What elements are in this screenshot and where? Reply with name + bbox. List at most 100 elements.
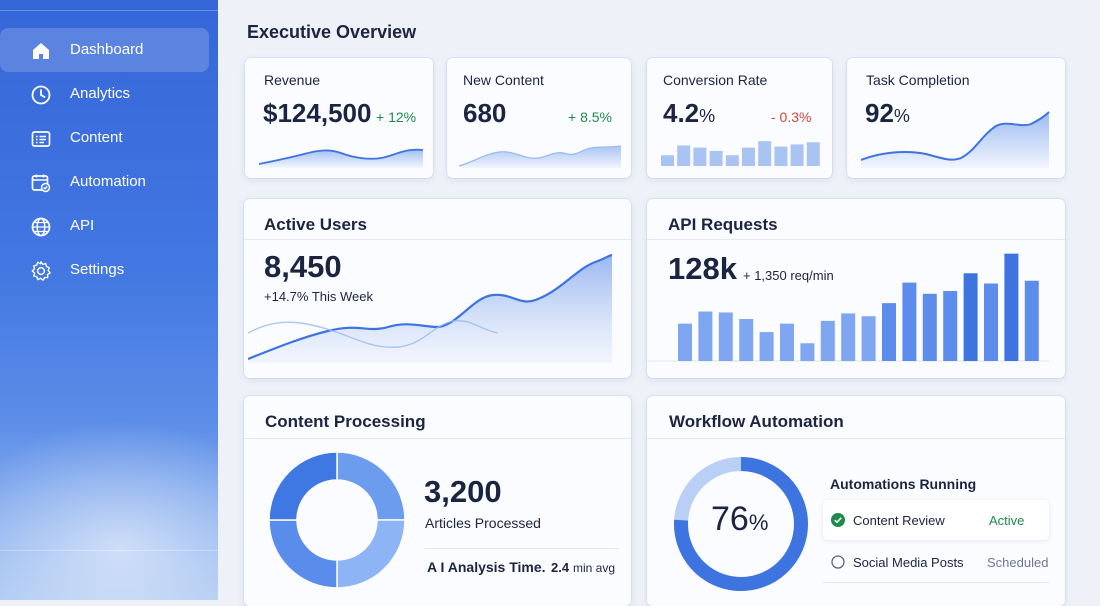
- api-requests-bar-chart: [647, 253, 1049, 362]
- active-users-area-chart: [248, 253, 613, 363]
- kpi-label: Task Completion: [866, 72, 970, 88]
- api-bar: [841, 313, 856, 361]
- donut-slice: [336, 519, 405, 588]
- empty-circle-icon: [831, 555, 845, 569]
- workflow-automation-card[interactable]: Workflow Automation 76% Automations Runn…: [647, 396, 1065, 606]
- task-completion-sparkline: [861, 111, 1050, 168]
- kpi-unit: %: [699, 106, 716, 126]
- card-divider: [647, 438, 1065, 439]
- api-bar: [902, 282, 917, 361]
- content-processing-card[interactable]: Content Processing 3,200 Articles Proces…: [244, 396, 631, 606]
- content-processing-donut: [269, 452, 405, 588]
- revenue-sparkline: [259, 148, 423, 168]
- kpi-label: Conversion Rate: [663, 72, 768, 88]
- sidebar-item-content[interactable]: Content: [0, 116, 209, 160]
- kpi-unit: %: [893, 106, 910, 126]
- api-bar: [882, 303, 896, 361]
- sidebar: Dashboard Analytics Content Automation: [0, 0, 218, 600]
- automation-row[interactable]: Social Media Posts Scheduled: [823, 544, 1049, 583]
- api-requests-card[interactable]: API Requests 128k + 1,350 req/min: [647, 199, 1065, 378]
- sidebar-item-label: Dashboard: [70, 41, 144, 58]
- api-bar: [678, 323, 692, 361]
- api-bar: [861, 316, 876, 361]
- api-bar: [1004, 253, 1019, 361]
- api-bar: [698, 311, 713, 361]
- globe-icon: [31, 217, 51, 237]
- conversion-bar: [806, 142, 820, 166]
- row-divider: [424, 548, 619, 549]
- kpi-label: New Content: [463, 72, 544, 88]
- ring-progress: [674, 457, 808, 591]
- sidebar-item-label: Analytics: [70, 85, 131, 102]
- home-icon: [33, 43, 49, 59]
- sidebar-item-analytics[interactable]: Analytics: [0, 72, 209, 116]
- kpi-value: 92%: [865, 98, 910, 128]
- sidebar-item-settings[interactable]: Settings: [0, 248, 209, 292]
- card-divider: [647, 239, 1065, 240]
- conversion-bar: [693, 147, 707, 166]
- automations-running-label: Automations Running: [830, 476, 977, 492]
- kpi-card-conversion-rate[interactable]: Conversion Rate 4.2% - 0.3%: [647, 58, 832, 178]
- sidebar-item-label: API: [70, 217, 95, 234]
- api-bar: [800, 343, 815, 361]
- active-users-value: 8,450: [264, 249, 342, 284]
- donut-slice: [269, 452, 338, 521]
- kpi-card-task-completion[interactable]: Task Completion 92%: [847, 58, 1065, 178]
- new-content-sparkline: [459, 145, 621, 168]
- sidebar-nav: Dashboard Analytics Content Automation: [0, 28, 218, 292]
- conversion-bar: [677, 145, 691, 166]
- kpi-card-revenue[interactable]: Revenue $124,500 + 12%: [245, 58, 433, 178]
- conversion-bar: [709, 150, 723, 166]
- api-bar: [820, 320, 835, 361]
- active-users-card[interactable]: Active Users 8,450 +14.7% This Week: [244, 199, 631, 378]
- api-bar: [984, 283, 998, 361]
- api-requests-value: 128k: [668, 251, 737, 286]
- card-title: Workflow Automation: [669, 412, 844, 431]
- analysis-time-label: A I Analysis Time.: [427, 559, 546, 575]
- api-bar: [1024, 280, 1039, 361]
- kpi-change: + 12%: [376, 109, 417, 125]
- automation-name: Social Media Posts: [853, 555, 964, 570]
- card-title: Active Users: [264, 215, 368, 234]
- conversion-bar: [790, 144, 804, 166]
- sidebar-item-api[interactable]: API: [0, 204, 209, 248]
- kpi-value: $124,500: [263, 98, 372, 128]
- automation-row[interactable]: Content Review Active: [823, 500, 1049, 540]
- sidebar-item-dashboard[interactable]: Dashboard: [0, 28, 209, 72]
- sidebar-item-label: Content: [70, 129, 123, 146]
- api-bar: [943, 291, 958, 361]
- card-title: Content Processing: [265, 412, 426, 431]
- gear-icon: [31, 261, 51, 281]
- kpi-value: 4.2%: [663, 98, 716, 128]
- calendar-check-icon: [31, 174, 51, 193]
- card-divider: [244, 438, 631, 439]
- sidebar-divider-top: [0, 10, 218, 11]
- sidebar-item-label: Settings: [70, 261, 125, 278]
- workflow-percent-unit: %: [748, 510, 769, 535]
- api-requests-rate: + 1,350 req/min: [743, 268, 834, 283]
- api-bar: [718, 312, 733, 361]
- conversion-bar-chart: [661, 141, 820, 166]
- api-bar: [963, 273, 978, 361]
- automation-name: Content Review: [853, 513, 945, 528]
- list-icon: [31, 131, 51, 147]
- card-divider: [244, 239, 631, 240]
- sidebar-item-automation[interactable]: Automation: [0, 160, 209, 204]
- donut-slice: [336, 452, 405, 521]
- conversion-bar: [742, 147, 755, 166]
- api-bar: [922, 293, 937, 361]
- kpi-change: - 0.3%: [771, 109, 812, 125]
- check-circle-icon: [831, 513, 845, 527]
- clock-icon: [31, 85, 51, 105]
- conversion-bar: [758, 141, 772, 166]
- conversion-bar: [725, 155, 739, 166]
- workflow-percent: 76%: [711, 500, 769, 538]
- kpi-card-new-content[interactable]: New Content 680 + 8.5%: [447, 58, 631, 178]
- workflow-progress-ring: [674, 457, 808, 591]
- analysis-time-value: 2.4: [551, 560, 570, 575]
- active-users-subtitle: +14.7% This Week: [264, 289, 373, 304]
- api-bar: [739, 319, 754, 361]
- api-bar: [780, 323, 794, 361]
- content-processing-value: 3,200: [424, 474, 502, 509]
- api-bar: [759, 332, 774, 361]
